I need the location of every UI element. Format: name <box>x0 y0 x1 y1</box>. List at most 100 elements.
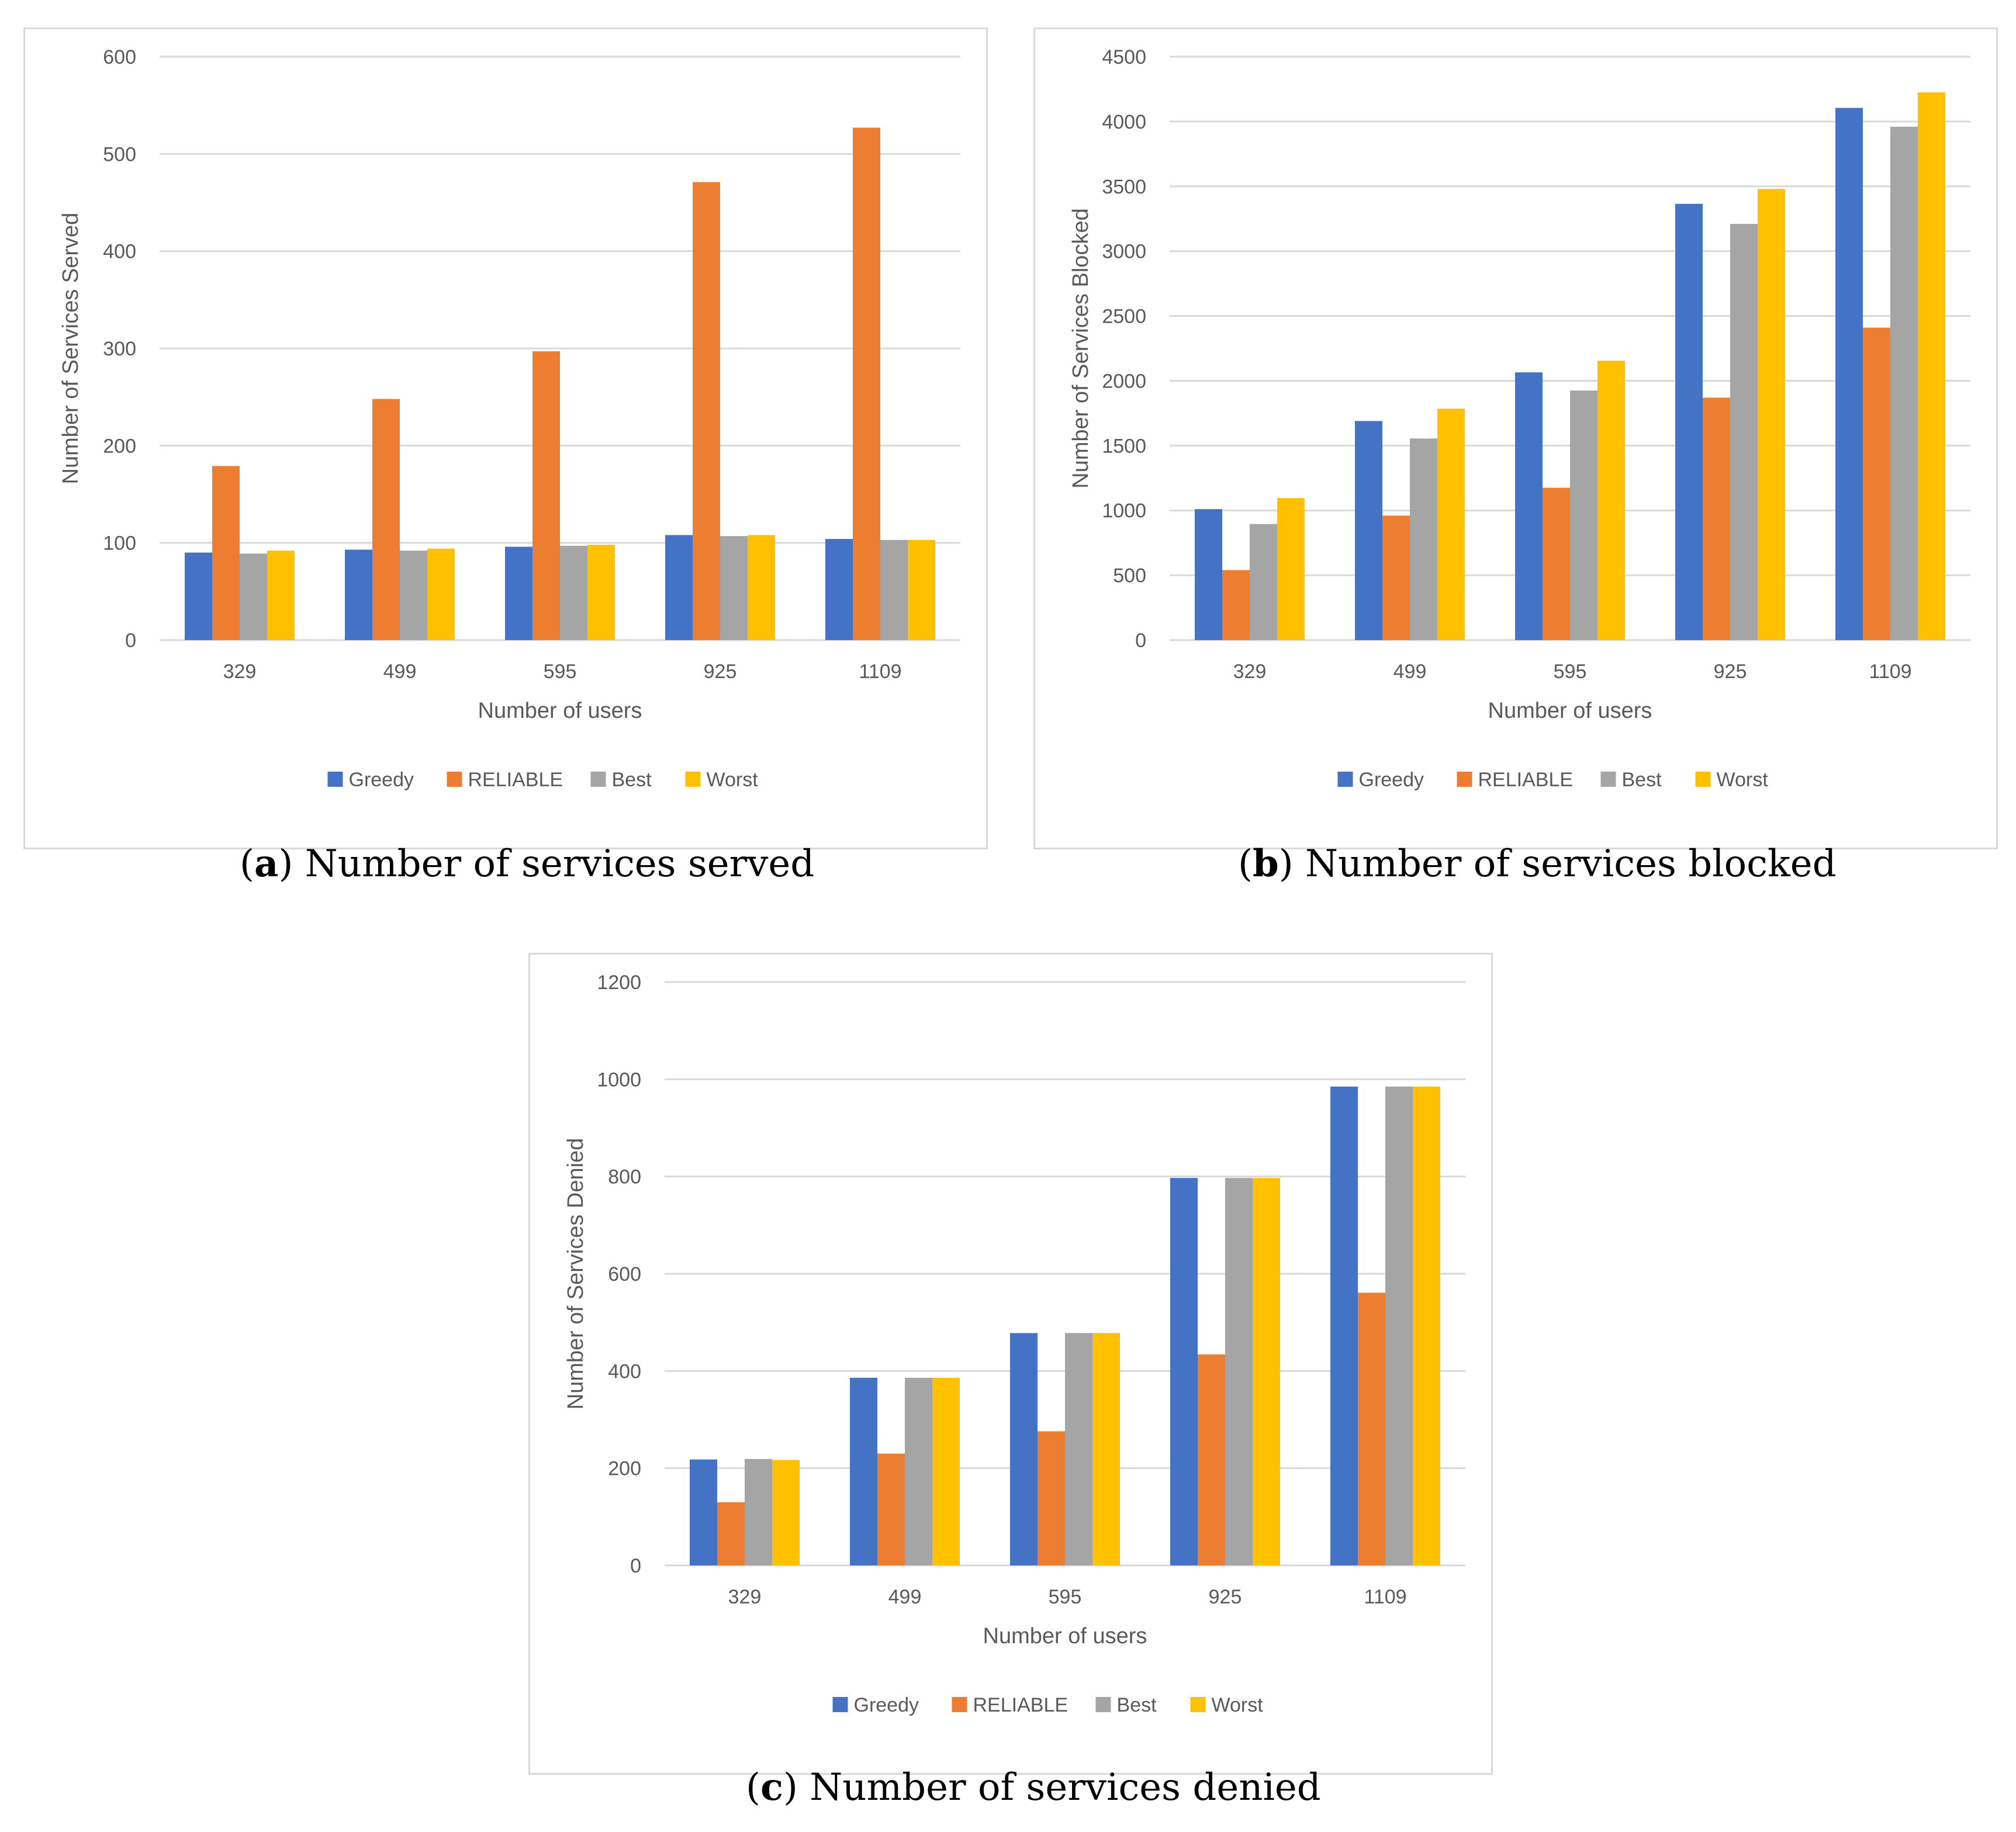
bar-greedy-329 <box>690 1459 717 1565</box>
x-tick-label: 329 <box>1233 661 1267 683</box>
bar-worst-925 <box>748 535 775 640</box>
bar-reliable-1109 <box>853 127 880 640</box>
legend-swatch-greedy <box>832 1697 848 1712</box>
bar-greedy-1109 <box>1330 1086 1358 1565</box>
bar-greedy-595 <box>505 547 532 640</box>
bar-greedy-925 <box>1170 1178 1198 1565</box>
y-tick-label: 200 <box>608 1458 641 1480</box>
y-tick-label: 200 <box>103 435 136 457</box>
legend-label-worst: Worst <box>1717 769 1769 791</box>
figure-caption-c: (c) Number of services denied <box>746 1765 1321 1809</box>
legend-label-worst: Worst <box>707 769 759 791</box>
x-tick-label: 595 <box>1554 661 1587 683</box>
chart-panel-c: 0 200 400 600 800 1000 1200 329 499 595 925 1109 Num… <box>528 953 1493 1775</box>
bar-greedy-499 <box>850 1377 877 1565</box>
bar-chart-b: 0 500 1000 1500 2000 2500 3000 3500 4000 4500 329 4… <box>1068 46 1970 791</box>
legend-label-best: Best <box>1117 1694 1157 1716</box>
bar-reliable-925 <box>1198 1354 1225 1565</box>
x-tick-label: 499 <box>383 661 417 683</box>
y-tick-label: 2000 <box>1102 370 1146 392</box>
figure-caption-a: (a) Number of services served <box>240 842 815 886</box>
figure-caption-b: (b) Number of services blocked <box>1238 842 1837 886</box>
bar-worst-1109 <box>1413 1086 1440 1565</box>
caption-text: Number of services served <box>305 842 815 886</box>
y-tick-label: 1000 <box>1102 500 1146 522</box>
y-tick-label: 3000 <box>1102 241 1146 263</box>
bar-greedy-595 <box>1515 372 1543 640</box>
y-tick-label: 500 <box>103 143 136 165</box>
bar-best-499 <box>400 550 427 640</box>
bar-greedy-499 <box>1355 421 1382 640</box>
x-tick-label: 925 <box>1714 661 1747 683</box>
bar-greedy-329 <box>185 552 212 640</box>
x-tick-label: 1109 <box>1869 661 1911 683</box>
x-tick-label: 329 <box>728 1586 762 1608</box>
bar-reliable-1109 <box>1863 327 1890 640</box>
bar-reliable-499 <box>372 399 400 640</box>
bar-worst-1109 <box>908 540 935 640</box>
bar-best-499 <box>1410 438 1437 640</box>
y-tick-label: 1200 <box>597 972 641 994</box>
legend-label-greedy: Greedy <box>854 1694 919 1716</box>
legend-swatch-reliable <box>952 1697 967 1712</box>
y-tick-label: 500 <box>1113 565 1146 587</box>
y-tick-label: 600 <box>608 1263 641 1285</box>
bar-greedy-1109 <box>825 539 853 640</box>
bar-reliable-499 <box>1382 516 1410 640</box>
x-tick-label: 925 <box>704 661 737 683</box>
legend-swatch-worst <box>1695 772 1711 787</box>
bar-reliable-329 <box>212 466 240 640</box>
bar-best-329 <box>745 1458 772 1565</box>
x-tick-label: 499 <box>888 1586 922 1608</box>
legend-swatch-greedy <box>327 772 343 787</box>
y-tick-label: 600 <box>103 46 136 68</box>
bar-best-925 <box>720 536 748 640</box>
y-tick-label: 2500 <box>1102 306 1146 328</box>
bar-reliable-499 <box>877 1453 905 1565</box>
bar-reliable-329 <box>1222 570 1250 640</box>
legend-swatch-greedy <box>1337 772 1353 787</box>
x-tick-label: 595 <box>544 661 577 683</box>
caption-text: Number of services blocked <box>1305 842 1837 886</box>
bar-reliable-595 <box>1038 1431 1065 1565</box>
bar-worst-595 <box>587 544 615 640</box>
bar-reliable-595 <box>1543 488 1570 640</box>
bar-worst-925 <box>1253 1178 1280 1565</box>
bar-worst-595 <box>1597 361 1625 640</box>
y-tick-label: 4500 <box>1102 46 1146 68</box>
x-tick-label: 329 <box>223 661 257 683</box>
y-axis-title: Number of Services Blocked <box>1068 208 1093 488</box>
bar-chart-a: 0 100 200 300 400 500 600 329 499 595 925 1109 Numbe… <box>58 46 960 791</box>
x-axis-title: Number of users <box>478 699 642 723</box>
bar-worst-595 <box>1092 1333 1120 1565</box>
bar-worst-499 <box>427 548 455 640</box>
legend-label-reliable: RELIABLE <box>1478 769 1574 791</box>
bar-greedy-329 <box>1195 509 1222 640</box>
bar-reliable-925 <box>1703 397 1730 640</box>
x-axis-title: Number of users <box>983 1624 1147 1648</box>
bar-worst-499 <box>932 1377 960 1565</box>
caption-text: Number of services denied <box>810 1766 1321 1809</box>
bar-best-595 <box>1570 390 1597 640</box>
bar-worst-329 <box>772 1460 800 1565</box>
y-tick-label: 1500 <box>1102 435 1146 457</box>
bar-reliable-595 <box>532 351 560 640</box>
legend-swatch-worst <box>1190 1697 1206 1712</box>
y-axis-title: Number of Services Denied <box>563 1138 588 1410</box>
x-tick-label: 499 <box>1393 661 1427 683</box>
y-tick-label: 0 <box>630 1555 641 1577</box>
caption-letter: b <box>1252 842 1279 886</box>
bar-best-595 <box>560 545 587 640</box>
bar-reliable-925 <box>693 182 720 640</box>
legend-label-best: Best <box>612 769 652 791</box>
x-tick-label: 1109 <box>859 661 901 683</box>
legend-swatch-best <box>590 772 606 787</box>
bar-best-329 <box>240 553 267 640</box>
bar-best-499 <box>905 1377 932 1565</box>
bar-worst-1109 <box>1918 92 1945 640</box>
legend-swatch-reliable <box>1457 772 1472 787</box>
legend-swatch-worst <box>685 772 701 787</box>
y-tick-label: 400 <box>103 241 136 263</box>
bar-best-595 <box>1065 1333 1092 1565</box>
legend-swatch-best <box>1600 772 1616 787</box>
